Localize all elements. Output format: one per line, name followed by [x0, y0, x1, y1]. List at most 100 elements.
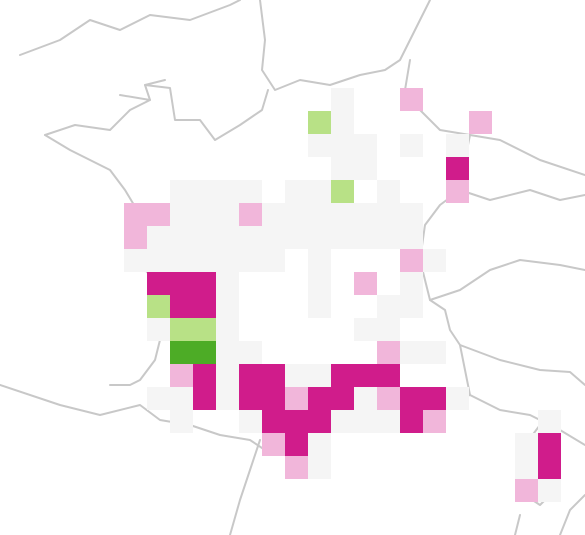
grid-cell: [193, 364, 216, 387]
grid-cell: [170, 295, 193, 318]
grid-cell: [124, 226, 147, 249]
grid-cell: [170, 249, 193, 272]
grid-cell: [193, 226, 216, 249]
grid-cell: [331, 157, 354, 180]
grid-cell: [377, 364, 400, 387]
grid-cell: [331, 226, 354, 249]
grid-cell: [170, 203, 193, 226]
grid-cell: [331, 111, 354, 134]
grid-cell: [216, 180, 239, 203]
coastline: [44, 84, 269, 141]
grid-cell: [147, 387, 170, 410]
grid-cell: [354, 157, 377, 180]
grid-cell: [308, 456, 331, 479]
grid-cell: [400, 387, 423, 410]
grid-cell: [216, 226, 239, 249]
grid-cell: [285, 364, 308, 387]
grid-cell: [331, 387, 354, 410]
grid-cell: [354, 203, 377, 226]
grid-cell: [262, 387, 285, 410]
grid-cell: [193, 249, 216, 272]
grid-cell: [400, 272, 423, 295]
grid-cell: [285, 410, 308, 433]
grid-cell: [285, 226, 308, 249]
grid-cell: [354, 272, 377, 295]
grid-cell: [285, 203, 308, 226]
grid-cell: [170, 364, 193, 387]
grid-cell: [308, 203, 331, 226]
grid-cell: [193, 272, 216, 295]
grid-cell: [239, 203, 262, 226]
grid-cell: [193, 341, 216, 364]
grid-cell: [147, 249, 170, 272]
grid-cell: [193, 203, 216, 226]
grid-cell: [354, 364, 377, 387]
grid-cell: [308, 410, 331, 433]
grid-cell: [308, 295, 331, 318]
grid-cell: [446, 180, 469, 203]
grid-cell: [400, 249, 423, 272]
grid-cell: [239, 249, 262, 272]
grid-cell: [193, 295, 216, 318]
grid-cell: [124, 249, 147, 272]
grid-cell: [193, 180, 216, 203]
grid-cell: [147, 203, 170, 226]
grid-cell: [170, 410, 193, 433]
grid-cell: [331, 134, 354, 157]
grid-cell: [308, 226, 331, 249]
grid-cell: [308, 180, 331, 203]
grid-cell: [239, 364, 262, 387]
grid-cell: [285, 456, 308, 479]
grid-cell: [193, 387, 216, 410]
grid-cell: [538, 456, 561, 479]
coastline: [229, 439, 261, 535]
grid-cell: [377, 341, 400, 364]
grid-cell: [170, 272, 193, 295]
grid-cell: [423, 249, 446, 272]
grid-cell: [216, 203, 239, 226]
coastline: [514, 494, 585, 535]
coastline: [259, 0, 431, 91]
grid-cell: [331, 364, 354, 387]
grid-cell: [446, 387, 469, 410]
grid-cell: [308, 433, 331, 456]
grid-cell: [400, 88, 423, 111]
grid-cell: [170, 318, 193, 341]
grid-cell: [216, 364, 239, 387]
grid-cell: [331, 410, 354, 433]
grid-cell: [446, 134, 469, 157]
coastline: [19, 0, 241, 56]
grid-cell: [216, 295, 239, 318]
coastline: [459, 134, 585, 201]
grid-cell: [216, 341, 239, 364]
grid-cell: [170, 180, 193, 203]
grid-cell: [538, 410, 561, 433]
grid-cell: [308, 249, 331, 272]
grid-cell: [308, 111, 331, 134]
grid-cell: [538, 479, 561, 502]
grid-cell: [239, 226, 262, 249]
grid-cell: [331, 203, 354, 226]
grid-cell: [377, 387, 400, 410]
grid-cell: [354, 318, 377, 341]
grid-cell: [354, 387, 377, 410]
grid-cell: [262, 249, 285, 272]
grid-cells: [124, 88, 561, 502]
grid-cell: [216, 272, 239, 295]
grid-cell: [377, 318, 400, 341]
grid-cell: [538, 433, 561, 456]
grid-cell: [170, 387, 193, 410]
grid-cell: [193, 318, 216, 341]
grid-cell: [331, 180, 354, 203]
grid-cell: [400, 226, 423, 249]
coastline: [404, 59, 471, 396]
grid-cell: [170, 226, 193, 249]
grid-cell: [262, 433, 285, 456]
grid-cell: [285, 433, 308, 456]
coastline: [429, 259, 585, 386]
grid-cell: [239, 387, 262, 410]
grid-cell: [469, 111, 492, 134]
grid-cell: [515, 456, 538, 479]
grid-cell: [147, 272, 170, 295]
grid-cell: [308, 387, 331, 410]
